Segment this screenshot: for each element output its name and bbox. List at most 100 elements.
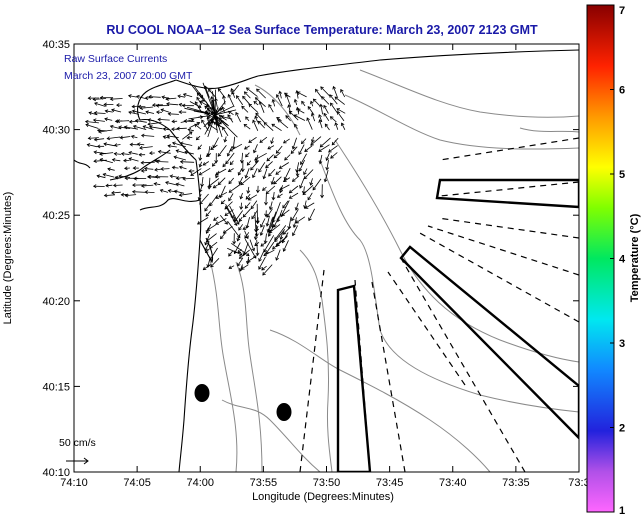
colorbar-tick-label: 3 — [619, 338, 625, 350]
current-vector-head — [282, 204, 286, 209]
current-vector — [206, 223, 212, 234]
current-vector-head — [197, 197, 202, 201]
current-vector — [283, 177, 291, 182]
current-vector-head — [312, 186, 317, 191]
current-vector — [107, 168, 115, 171]
current-vector-head — [210, 96, 214, 100]
sandy-hook — [199, 237, 214, 264]
current-vector — [125, 194, 137, 197]
current-vector-head — [240, 266, 245, 270]
current-vector-head — [262, 175, 267, 180]
current-vector — [115, 120, 130, 122]
current-vector-head — [296, 108, 301, 113]
current-vector-head — [253, 236, 258, 241]
current-vector-head — [239, 268, 243, 272]
current-vector — [244, 202, 251, 209]
current-vector-head — [253, 228, 258, 233]
current-vector — [179, 166, 187, 170]
current-vector-head — [118, 174, 122, 179]
current-vector-head — [166, 102, 170, 106]
current-vector — [321, 96, 330, 105]
current-vector — [302, 185, 314, 195]
current-vector — [304, 169, 314, 179]
colorbar-tick-label: 4 — [619, 254, 626, 266]
current-vector — [235, 112, 241, 123]
current-vector — [283, 226, 291, 235]
current-vector — [204, 86, 210, 98]
current-vector — [315, 89, 323, 99]
current-vector — [253, 144, 258, 153]
current-vector — [213, 216, 219, 221]
current-vector-head — [99, 95, 104, 100]
current-vector-head — [329, 94, 333, 98]
current-vector-head — [165, 181, 169, 185]
current-vector — [208, 177, 211, 189]
current-vector — [289, 192, 299, 199]
current-vector-head — [304, 205, 309, 209]
current-vector — [310, 101, 314, 107]
bathymetry-contour — [299, 249, 333, 472]
current-vector-head — [222, 95, 226, 99]
current-vector — [219, 215, 228, 225]
current-vector-head — [287, 104, 291, 108]
current-vector-head — [153, 182, 158, 186]
current-vector-head — [131, 104, 136, 109]
current-vector-head — [87, 96, 92, 101]
current-vector — [242, 226, 249, 230]
current-vector — [199, 154, 202, 161]
current-vector-head — [197, 146, 202, 150]
current-vector-head — [99, 151, 103, 156]
current-vector — [260, 225, 265, 236]
current-vector — [246, 160, 252, 166]
current-vector — [94, 112, 106, 114]
current-vector-head — [188, 169, 192, 173]
dashed-line — [439, 181, 579, 197]
current-vector — [248, 194, 258, 201]
current-vector-head — [195, 136, 200, 141]
current-vector — [221, 116, 233, 120]
current-vector-head — [230, 215, 234, 219]
current-vector-head — [318, 114, 322, 118]
current-vector-head — [255, 252, 260, 257]
current-vector-head — [312, 98, 317, 103]
current-vector-head — [220, 115, 225, 119]
current-vector — [279, 91, 282, 99]
current-vector-head — [139, 106, 144, 111]
current-vector — [292, 137, 297, 150]
current-vector-head — [288, 110, 293, 115]
current-vector — [330, 152, 338, 159]
current-vector — [288, 104, 292, 115]
current-vector-head — [93, 150, 98, 155]
current-vector-head — [334, 96, 339, 101]
current-vector-head — [270, 140, 274, 145]
current-vector — [205, 210, 212, 217]
current-vector-head — [103, 102, 107, 107]
current-vector — [263, 122, 274, 131]
current-vector-head — [215, 171, 219, 176]
current-vector — [268, 211, 277, 233]
current-vector-head — [258, 101, 263, 105]
current-vector — [247, 186, 250, 194]
current-vector-head — [310, 139, 315, 143]
current-vector-head — [214, 160, 219, 164]
current-vector — [240, 176, 251, 186]
current-vector — [228, 168, 234, 172]
current-vector-head — [228, 265, 233, 269]
current-vector-head — [288, 195, 293, 199]
current-vector-head — [262, 187, 266, 191]
current-vector-head — [243, 146, 248, 150]
coastline-staten — [137, 79, 177, 121]
current-vector — [114, 153, 122, 155]
current-vector — [113, 184, 123, 186]
current-vector — [99, 152, 114, 155]
current-vector-head — [250, 166, 254, 171]
current-vector — [166, 103, 179, 106]
current-vector — [245, 116, 250, 122]
temperature-colorbar: 7 6 5 4 3 2 1 Temperature (°C) — [586, 4, 641, 517]
coastline-brooklyn — [175, 75, 259, 89]
current-vector — [199, 184, 203, 193]
current-vector-head — [271, 219, 276, 223]
current-vector-head — [237, 262, 241, 267]
current-vector-head — [265, 190, 270, 195]
